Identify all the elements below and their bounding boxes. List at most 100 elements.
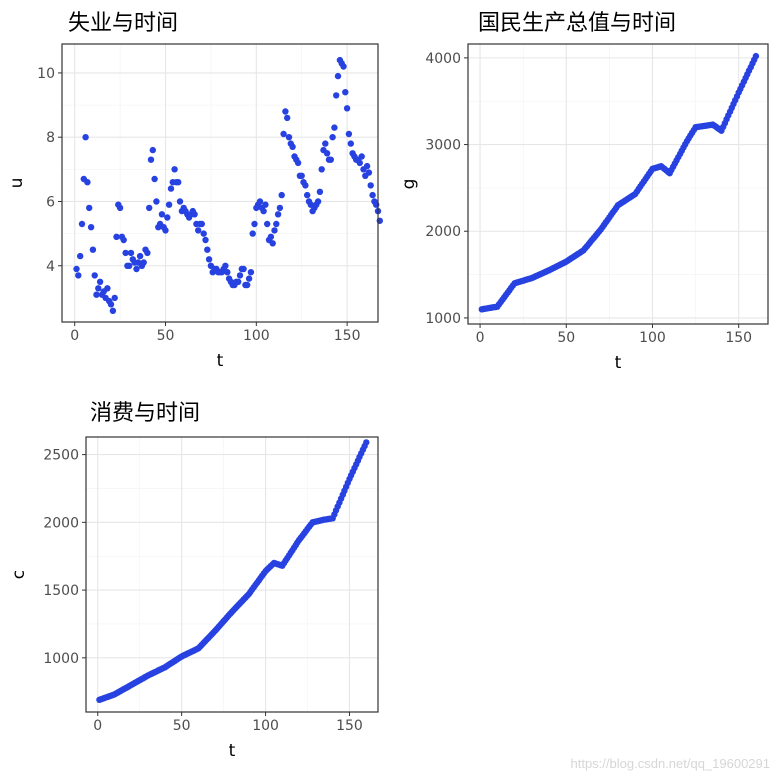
data-point bbox=[340, 63, 347, 70]
data-point bbox=[146, 204, 153, 212]
data-point bbox=[322, 140, 329, 147]
y-axis-label: u bbox=[7, 178, 27, 189]
data-point bbox=[222, 262, 229, 269]
data-point bbox=[342, 89, 349, 96]
y-axis-label: c bbox=[9, 570, 29, 579]
data-point bbox=[87, 224, 95, 231]
data-point bbox=[84, 179, 91, 186]
data-point bbox=[164, 214, 171, 221]
x-tick-label: 100 bbox=[252, 718, 279, 734]
panel-border bbox=[85, 436, 379, 713]
data-point bbox=[334, 72, 342, 80]
data-point bbox=[75, 272, 82, 279]
data-point bbox=[331, 124, 338, 131]
data-point bbox=[204, 246, 211, 253]
data-point bbox=[175, 179, 182, 186]
data-point bbox=[78, 220, 86, 228]
y-tick-label: 4 bbox=[46, 259, 55, 275]
y-tick-label: 2000 bbox=[425, 224, 461, 240]
data-point bbox=[147, 156, 155, 163]
data-point bbox=[247, 269, 255, 276]
data-point bbox=[302, 182, 309, 189]
data-point bbox=[73, 265, 80, 273]
x-tick-label: 150 bbox=[334, 328, 361, 344]
y-tick-label: 3000 bbox=[425, 138, 461, 154]
y-tick-label: 2000 bbox=[43, 515, 79, 531]
x-tick-label: 50 bbox=[557, 330, 575, 346]
x-tick-label: 100 bbox=[243, 328, 270, 344]
data-point bbox=[202, 236, 209, 244]
data-point bbox=[240, 265, 247, 273]
x-tick-label: 100 bbox=[639, 330, 666, 346]
data-point bbox=[273, 220, 280, 228]
y-tick-label: 2500 bbox=[43, 448, 79, 464]
data-point bbox=[95, 285, 102, 292]
data-point bbox=[262, 201, 269, 208]
y-tick-label: 1500 bbox=[43, 583, 79, 599]
data-point bbox=[89, 246, 97, 253]
data-point bbox=[278, 191, 285, 199]
data-point bbox=[369, 191, 376, 199]
data-point bbox=[345, 130, 353, 138]
data-point bbox=[140, 259, 147, 266]
x-tick-label: 150 bbox=[336, 718, 363, 734]
data-point bbox=[367, 182, 374, 189]
data-point bbox=[104, 285, 111, 292]
x-tick-label: 150 bbox=[725, 330, 752, 346]
data-point bbox=[256, 198, 264, 205]
data-point bbox=[347, 140, 354, 147]
y-tick-label: 4000 bbox=[425, 51, 461, 67]
chart-title: 失业与时间 bbox=[68, 11, 178, 36]
data-point bbox=[93, 291, 100, 298]
data-point bbox=[244, 281, 251, 289]
x-tick-label: 50 bbox=[173, 718, 191, 734]
chart-panel-2: 0 50 100 150 1000 2000 3000 4000 t g 国民生产总值与时间 bbox=[399, 11, 769, 373]
data-point bbox=[269, 240, 276, 247]
data-point bbox=[158, 211, 166, 218]
data-point bbox=[343, 105, 351, 112]
data-point bbox=[358, 153, 365, 160]
data-point bbox=[120, 236, 127, 244]
data-point bbox=[329, 134, 336, 141]
y-tick-label: 8 bbox=[46, 130, 55, 146]
y-tick-label: 1000 bbox=[43, 651, 79, 667]
chart-panel-3: 0 50 100 150 1000 1500 2000 2500 t c 消费与时间 bbox=[9, 401, 379, 761]
x-tick-label: 0 bbox=[70, 328, 79, 344]
data-point bbox=[316, 188, 324, 195]
data-point bbox=[274, 211, 282, 218]
data-point bbox=[151, 175, 158, 183]
data-point bbox=[96, 278, 104, 285]
data-point bbox=[116, 204, 124, 212]
data-point bbox=[82, 134, 89, 141]
y-tick-label: 6 bbox=[46, 194, 55, 210]
data-point bbox=[327, 156, 334, 163]
data-point bbox=[195, 227, 202, 234]
chart-title: 国民生产总值与时间 bbox=[478, 11, 676, 36]
data-point bbox=[236, 272, 244, 279]
data-point bbox=[294, 159, 302, 167]
data-point bbox=[285, 134, 293, 141]
data-point bbox=[86, 204, 93, 212]
data-point bbox=[165, 201, 173, 208]
x-tick-label: 50 bbox=[157, 328, 175, 344]
data-point bbox=[205, 256, 213, 263]
data-point bbox=[144, 249, 151, 257]
data-point bbox=[111, 294, 118, 302]
data-point bbox=[249, 230, 256, 237]
data-point bbox=[133, 265, 140, 273]
data-point bbox=[276, 204, 284, 212]
x-axis-label: t bbox=[229, 741, 236, 761]
data-point bbox=[235, 278, 242, 285]
data-point bbox=[122, 249, 129, 257]
x-tick-label: 0 bbox=[93, 718, 102, 734]
data-point bbox=[198, 220, 205, 228]
data-point bbox=[91, 272, 98, 279]
data-point bbox=[314, 198, 322, 205]
data-point bbox=[365, 169, 373, 176]
data-point bbox=[191, 211, 198, 218]
y-axis-label: g bbox=[399, 179, 419, 190]
panel-border bbox=[61, 43, 379, 323]
data-point bbox=[224, 269, 231, 276]
data-point bbox=[271, 227, 278, 234]
data-point bbox=[363, 162, 371, 170]
